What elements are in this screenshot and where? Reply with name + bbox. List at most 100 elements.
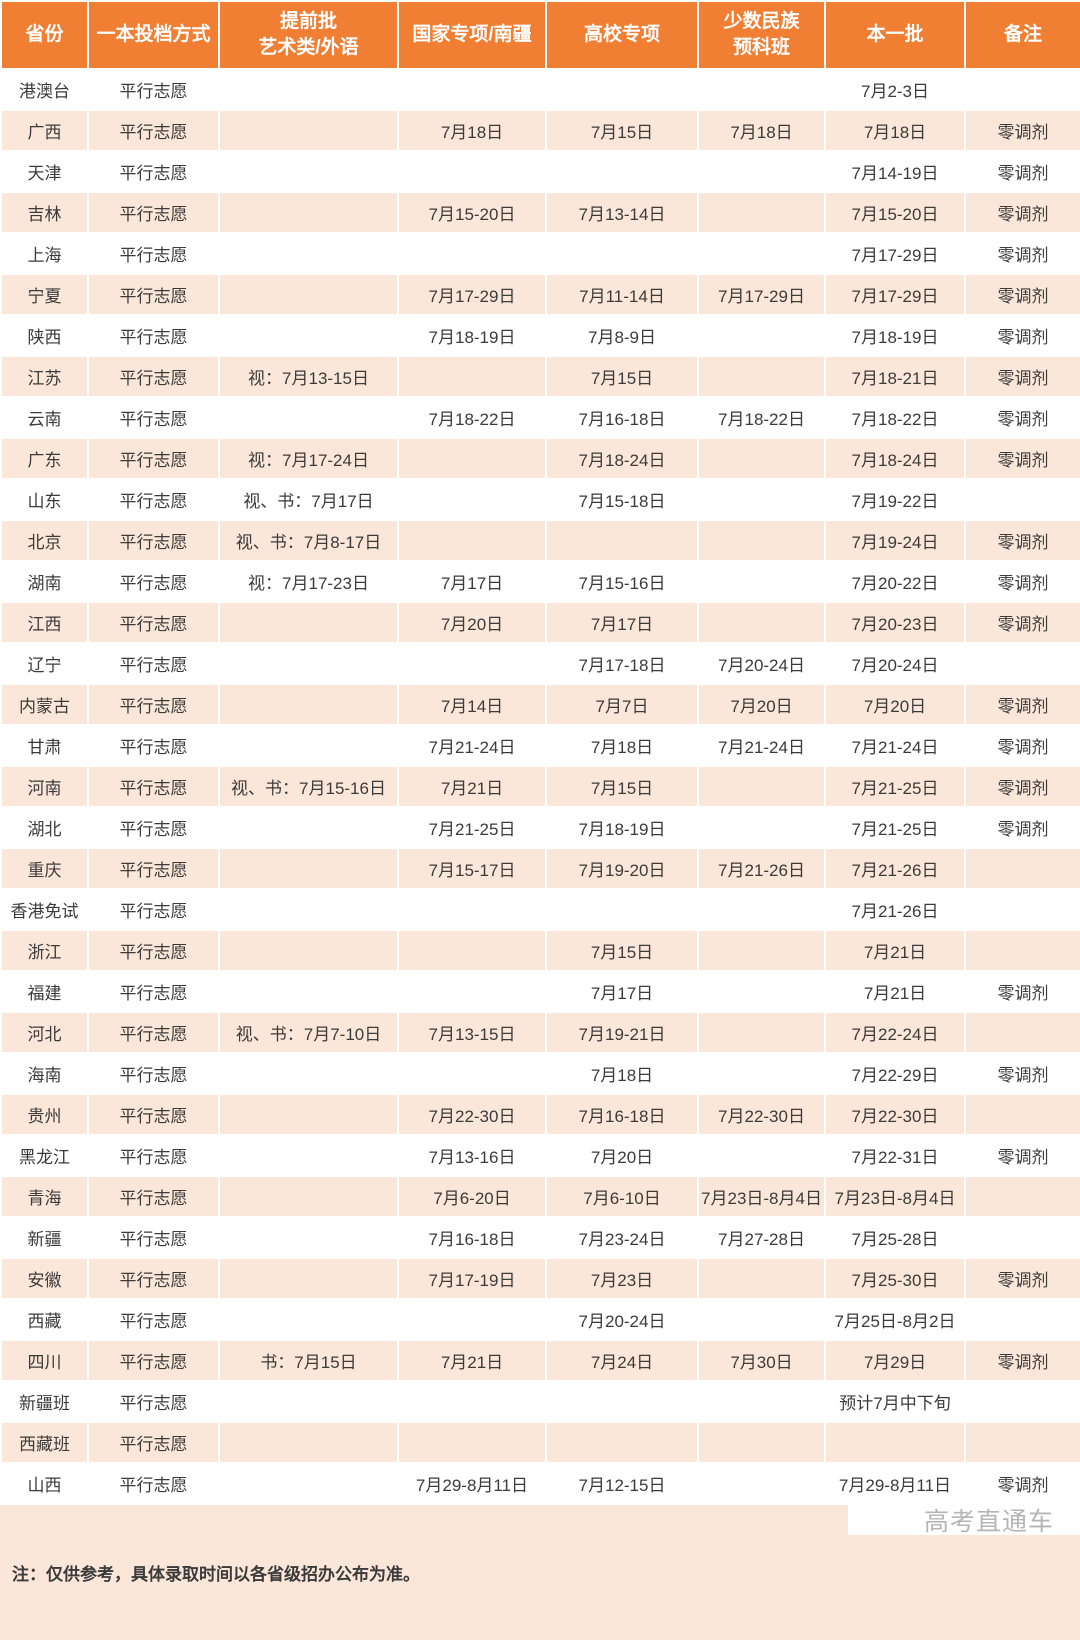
cell-minority xyxy=(697,191,826,234)
cell-national: 7月21日 xyxy=(397,765,547,808)
cell-minority: 7月17-29日 xyxy=(697,273,826,316)
cell-university: 7月11-14日 xyxy=(545,273,699,316)
cell-university: 7月7日 xyxy=(545,683,699,726)
cell-method: 平行志愿 xyxy=(87,1462,220,1505)
cell-early_art xyxy=(218,68,399,111)
table-row: 新疆 平行志愿 7月16-18日 7月23-24日 7月27-28日 7月25-28日 xyxy=(0,1216,1080,1259)
cell-national: 7月18-19日 xyxy=(397,314,547,357)
cell-minority xyxy=(697,888,826,931)
cell-minority xyxy=(697,437,826,480)
cell-early_art xyxy=(218,601,399,644)
cell-method: 平行志愿 xyxy=(87,1421,220,1464)
cell-minority xyxy=(697,478,826,521)
cell-national: 7月20日 xyxy=(397,601,547,644)
cell-university: 7月18-24日 xyxy=(545,437,699,480)
cell-province: 浙江 xyxy=(0,929,89,972)
cell-national xyxy=(397,970,547,1013)
cell-minority xyxy=(697,1011,826,1054)
cell-province: 广东 xyxy=(0,437,89,480)
cell-early_art xyxy=(218,191,399,234)
cell-remark xyxy=(964,1380,1080,1423)
cell-university: 7月17-18日 xyxy=(545,642,699,685)
cell-national: 7月22-30日 xyxy=(397,1093,547,1136)
cell-remark: 零调剂 xyxy=(964,355,1080,398)
cell-province: 港澳台 xyxy=(0,68,89,111)
cell-early_art xyxy=(218,396,399,439)
cell-method: 平行志愿 xyxy=(87,1175,220,1218)
cell-early_art xyxy=(218,1134,399,1177)
cell-minority xyxy=(697,1298,826,1341)
cell-province: 江苏 xyxy=(0,355,89,398)
cell-early_art xyxy=(218,724,399,767)
cell-batch1: 7月22-29日 xyxy=(824,1052,966,1095)
cell-minority: 7月18日 xyxy=(697,109,826,152)
cell-batch1: 7月20-23日 xyxy=(824,601,966,644)
table-row: 广东 平行志愿 视：7月17-24日 7月18-24日 7月18-24日 零调剂 xyxy=(0,437,1080,480)
cell-early_art xyxy=(218,642,399,685)
table-row: 黑龙江 平行志愿 7月13-16日 7月20日 7月22-31日 零调剂 xyxy=(0,1134,1080,1177)
cell-remark: 零调剂 xyxy=(964,519,1080,562)
column-header-province: 省份 xyxy=(0,0,89,70)
cell-province: 海南 xyxy=(0,1052,89,1095)
cell-province: 西藏 xyxy=(0,1298,89,1341)
cell-minority: 7月20-24日 xyxy=(697,642,826,685)
cell-method: 平行志愿 xyxy=(87,519,220,562)
column-header-batch1: 本一批 xyxy=(824,0,966,70)
table-header-row: 省份 一本投档方式 提前批 艺术类/外语 国家专项/南疆 高校专项 少数民族 预科班 本一批… xyxy=(0,0,1080,70)
cell-minority xyxy=(697,1421,826,1464)
cell-university: 7月24日 xyxy=(545,1339,699,1382)
cell-province: 新疆 xyxy=(0,1216,89,1259)
cell-method: 平行志愿 xyxy=(87,1257,220,1300)
table-row: 山西 平行志愿 7月29-8月11日 7月12-15日 7月29-8月11日 零调剂 xyxy=(0,1462,1080,1505)
cell-batch1: 7月15-20日 xyxy=(824,191,966,234)
cell-method: 平行志愿 xyxy=(87,1011,220,1054)
cell-university: 7月19-20日 xyxy=(545,847,699,890)
cell-remark: 零调剂 xyxy=(964,806,1080,849)
cell-remark xyxy=(964,1175,1080,1218)
cell-method: 平行志愿 xyxy=(87,560,220,603)
cell-early_art xyxy=(218,847,399,890)
cell-university: 7月12-15日 xyxy=(545,1462,699,1505)
cell-method: 平行志愿 xyxy=(87,478,220,521)
cell-province: 湖南 xyxy=(0,560,89,603)
cell-remark: 零调剂 xyxy=(964,560,1080,603)
cell-early_art xyxy=(218,970,399,1013)
cell-method: 平行志愿 xyxy=(87,929,220,972)
cell-batch1: 7月21-26日 xyxy=(824,847,966,890)
cell-national: 7月21-25日 xyxy=(397,806,547,849)
cell-batch1: 7月29-8月11日 xyxy=(824,1462,966,1505)
cell-batch1: 7月25-28日 xyxy=(824,1216,966,1259)
cell-university: 7月6-10日 xyxy=(545,1175,699,1218)
cell-national: 7月21-24日 xyxy=(397,724,547,767)
cell-national: 7月29-8月11日 xyxy=(397,1462,547,1505)
cell-method: 平行志愿 xyxy=(87,970,220,1013)
table-row: 福建 平行志愿 7月17日 7月21日 零调剂 xyxy=(0,970,1080,1013)
cell-minority xyxy=(697,150,826,193)
cell-early_art xyxy=(218,1175,399,1218)
cell-method: 平行志愿 xyxy=(87,765,220,808)
table-row: 西藏 平行志愿 7月20-24日 7月25日-8月2日 xyxy=(0,1298,1080,1341)
cell-minority: 7月18-22日 xyxy=(697,396,826,439)
cell-early_art xyxy=(218,929,399,972)
cell-province: 天津 xyxy=(0,150,89,193)
cell-national: 7月21日 xyxy=(397,1339,547,1382)
table-row: 港澳台 平行志愿 7月2-3日 xyxy=(0,68,1080,111)
cell-national: 7月15-20日 xyxy=(397,191,547,234)
cell-early_art: 视：7月13-15日 xyxy=(218,355,399,398)
table-row: 辽宁 平行志愿 7月17-18日 7月20-24日 7月20-24日 xyxy=(0,642,1080,685)
cell-university: 7月16-18日 xyxy=(545,396,699,439)
cell-batch1: 7月18-21日 xyxy=(824,355,966,398)
cell-minority xyxy=(697,355,826,398)
cell-method: 平行志愿 xyxy=(87,683,220,726)
cell-university: 7月19-21日 xyxy=(545,1011,699,1054)
table-row: 内蒙古 平行志愿 7月14日 7月7日 7月20日 7月20日 零调剂 xyxy=(0,683,1080,726)
cell-remark xyxy=(964,1421,1080,1464)
cell-early_art xyxy=(218,888,399,931)
cell-remark: 零调剂 xyxy=(964,191,1080,234)
cell-province: 广西 xyxy=(0,109,89,152)
table-row: 吉林 平行志愿 7月15-20日 7月13-14日 7月15-20日 零调剂 xyxy=(0,191,1080,234)
cell-early_art xyxy=(218,683,399,726)
cell-national: 7月16-18日 xyxy=(397,1216,547,1259)
cell-remark xyxy=(964,478,1080,521)
cell-method: 平行志愿 xyxy=(87,1339,220,1382)
